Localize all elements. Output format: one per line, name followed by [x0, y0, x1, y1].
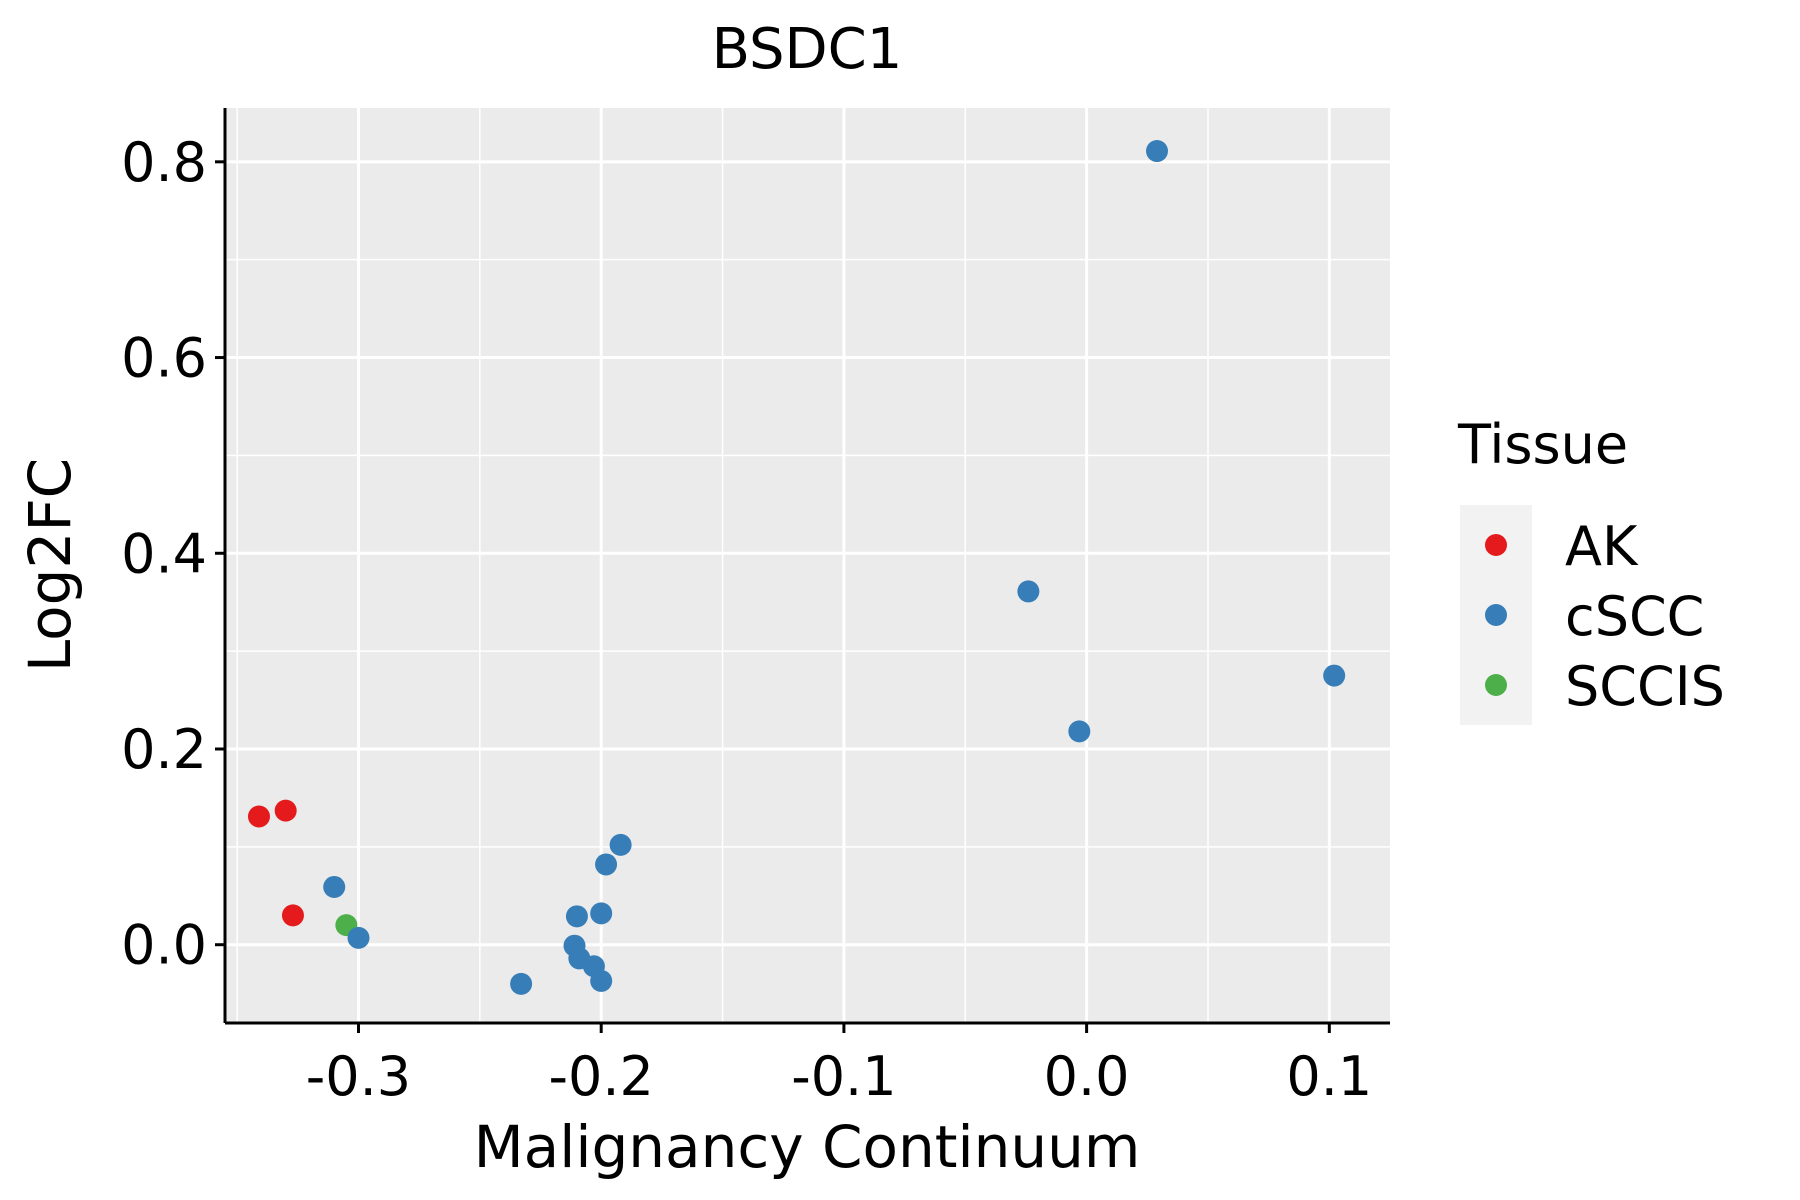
x-axis-ticks: -0.3 -0.2 -0.1 0.0 0.1 — [306, 1023, 1372, 1108]
y-tick-label: 0.0 — [121, 914, 207, 977]
point-ak — [274, 799, 297, 822]
point-cscc — [590, 902, 613, 925]
minor-gridlines — [225, 108, 1390, 1023]
point-cscc — [609, 833, 632, 856]
legend-key-sccis — [1485, 674, 1507, 696]
point-cscc — [1068, 720, 1091, 743]
point-ak — [247, 805, 270, 828]
legend-label-sccis: SCCIS — [1565, 655, 1725, 718]
point-cscc — [510, 972, 533, 995]
point-cscc — [565, 905, 588, 928]
point-ak — [281, 904, 304, 927]
point-cscc — [323, 875, 346, 898]
legend-key-ak — [1485, 534, 1507, 556]
point-cscc — [595, 853, 618, 876]
data-points — [247, 140, 1346, 995]
y-tick-label: 0.2 — [121, 718, 207, 781]
x-tick-label: 0.1 — [1286, 1045, 1372, 1108]
x-tick-label: 0.0 — [1044, 1045, 1130, 1108]
y-tick-label: 0.8 — [121, 131, 207, 194]
y-tick-label: 0.4 — [121, 522, 207, 585]
major-gridlines — [225, 108, 1390, 1023]
x-tick-label: -0.1 — [791, 1045, 896, 1108]
chart-title: BSDC1 — [712, 17, 903, 82]
legend-title: Tissue — [1457, 413, 1628, 476]
legend: Tissue AK cSCC SCCIS — [1457, 413, 1725, 725]
y-axis-ticks: 0.0 0.2 0.4 0.6 0.8 — [121, 131, 225, 977]
point-cscc — [1017, 580, 1040, 603]
x-tick-label: -0.3 — [306, 1045, 411, 1108]
y-axis-title: Log2FC — [16, 458, 84, 672]
point-cscc — [347, 926, 370, 949]
legend-label-ak: AK — [1565, 515, 1639, 578]
plot-panel — [225, 108, 1390, 1023]
y-tick-label: 0.6 — [121, 327, 207, 390]
point-cscc — [1323, 664, 1346, 687]
point-cscc — [1146, 140, 1168, 163]
legend-label-cscc: cSCC — [1565, 585, 1704, 648]
legend-key-cscc — [1485, 604, 1507, 626]
x-tick-label: -0.2 — [549, 1045, 654, 1108]
point-cscc — [590, 969, 613, 992]
x-axis-title: Malignancy Continuum — [474, 1113, 1141, 1181]
